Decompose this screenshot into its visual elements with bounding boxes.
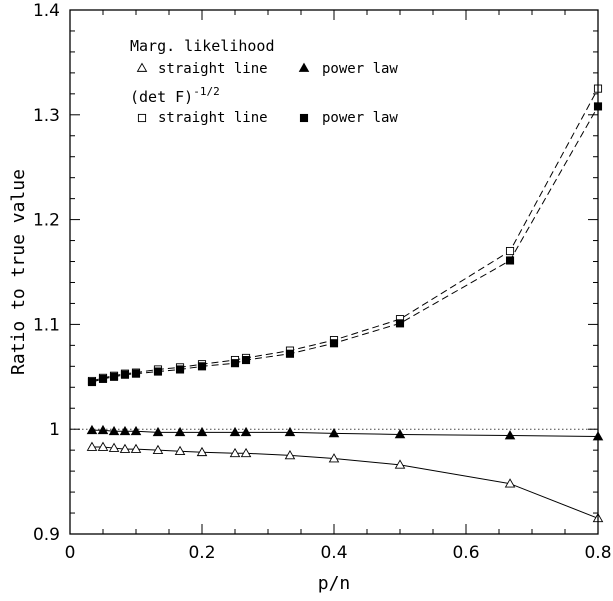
data-point-0-7 xyxy=(196,446,208,457)
data-point-3-5 xyxy=(153,367,163,376)
y-tick-label-1: 1 xyxy=(49,420,60,440)
data-point-3-8 xyxy=(230,359,240,368)
tick-label-layer: 0 0.2 0.4 0.6 0.8 0.9 1 1.1 1.2 1.3 1.4 xyxy=(33,1,612,563)
legend-marker-ml-straight xyxy=(136,62,148,72)
x-tick-label-0: 0 xyxy=(65,543,76,563)
data-point-3-1 xyxy=(98,374,108,383)
data-point-1-2 xyxy=(108,425,120,436)
legend-marker-f-power xyxy=(299,113,309,123)
data-point-0-0 xyxy=(86,441,98,451)
y-tick-label-2: 1.1 xyxy=(33,315,60,335)
data-point-0-6 xyxy=(174,445,186,456)
data-point-1-1 xyxy=(97,424,109,435)
data-point-3-0 xyxy=(87,377,97,387)
y-axis-title: Ratio to true value xyxy=(8,169,29,375)
data-point-1-0 xyxy=(86,424,98,435)
data-point-3-12 xyxy=(395,319,405,328)
data-point-0-5 xyxy=(152,444,164,454)
x-tick-label-3: 0.6 xyxy=(452,543,479,563)
legend-marker-ml-power xyxy=(298,62,310,72)
y-tick-label-0: 0.9 xyxy=(33,525,60,545)
data-point-3-13 xyxy=(505,256,515,265)
data-point-3-7 xyxy=(197,362,207,371)
x-tick-label-1: 0.2 xyxy=(188,543,215,563)
data-point-0-4 xyxy=(130,443,142,453)
legend: Marg. likelihood straight line power law… xyxy=(130,37,398,126)
legend-filled-square-icon xyxy=(299,113,309,123)
legend-label-ml-straight: straight line xyxy=(158,61,268,77)
data-point-1-5 xyxy=(152,426,164,437)
series-line-0 xyxy=(91,446,599,519)
data-point-3-6 xyxy=(175,365,185,374)
legend-group2-base: (det F) xyxy=(130,88,193,106)
data-point-3-10 xyxy=(285,349,295,358)
data-point-1-6 xyxy=(174,426,186,437)
data-point-3-4 xyxy=(131,369,141,378)
data-point-3-2 xyxy=(109,372,119,381)
legend-group2-exponent: -1/2 xyxy=(193,85,220,98)
data-point-1-7 xyxy=(196,426,208,437)
legend-filled-triangle-icon xyxy=(298,62,310,72)
tick-layer xyxy=(69,9,599,535)
data-point-3-3 xyxy=(120,370,130,379)
data-point-3-11 xyxy=(329,339,339,348)
legend-group1-title: Marg. likelihood xyxy=(130,37,275,55)
series-line-3 xyxy=(91,106,599,383)
data-point-1-12 xyxy=(394,429,406,439)
series-line-2 xyxy=(91,88,599,382)
data-point-1-8 xyxy=(229,426,241,437)
data-point-1-3 xyxy=(119,425,131,436)
data-point-1-11 xyxy=(328,427,340,438)
y-tick-label-3: 1.2 xyxy=(33,211,60,231)
data-point-0-8 xyxy=(229,447,241,458)
x-tick-label-4: 0.8 xyxy=(584,543,611,563)
data-point-0-2 xyxy=(108,442,120,452)
legend-label-ml-power: power law xyxy=(322,61,398,77)
legend-marker-f-straight xyxy=(137,113,147,123)
data-point-0-11 xyxy=(328,453,340,463)
legend-open-triangle-icon xyxy=(136,62,148,72)
data-point-0-12 xyxy=(394,459,406,469)
data-point-1-4 xyxy=(130,425,142,436)
series-line-1 xyxy=(91,429,599,438)
data-point-0-9 xyxy=(240,447,252,458)
data-point-2-13 xyxy=(505,246,515,256)
x-tick-label-2: 0.4 xyxy=(320,543,347,563)
data-point-0-3 xyxy=(119,443,131,453)
legend-open-square-icon xyxy=(137,113,147,123)
y-tick-label-5: 1.4 xyxy=(33,1,60,21)
data-point-0-10 xyxy=(284,449,296,460)
data-point-0-13 xyxy=(504,478,516,488)
data-point-0-1 xyxy=(97,441,109,451)
x-axis-title: p/n xyxy=(318,573,351,594)
data-point-1-13 xyxy=(504,430,516,440)
legend-label-f-straight: straight line xyxy=(158,110,268,126)
y-tick-label-4: 1.3 xyxy=(33,106,60,126)
data-point-1-9 xyxy=(240,426,252,437)
data-point-1-10 xyxy=(284,426,296,437)
legend-label-f-power: power law xyxy=(322,110,398,126)
series-layer xyxy=(86,84,604,523)
legend-group2-title: (det F)-1/2 xyxy=(130,85,220,106)
data-point-3-9 xyxy=(241,355,251,365)
